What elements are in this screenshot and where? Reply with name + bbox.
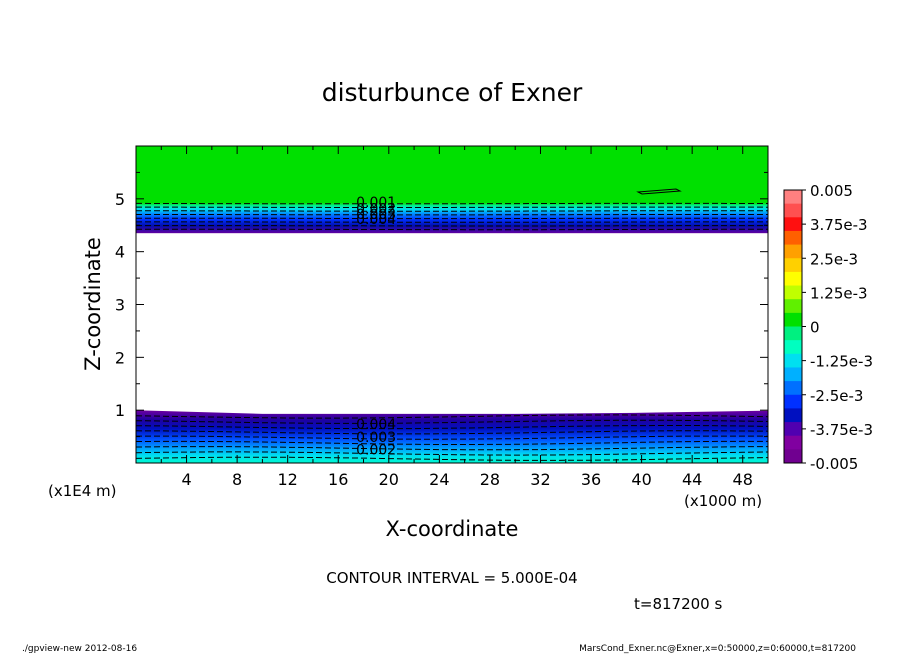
colorbar-swatch: [784, 299, 802, 314]
colorbar: [783, 189, 806, 464]
y-unit-note: (x1E4 m): [48, 482, 117, 500]
contour-line-lower: [136, 425, 768, 430]
x-tick-label: 12: [278, 470, 298, 489]
y-tick-label: 4: [115, 243, 125, 262]
colorbar-swatch: [784, 340, 802, 355]
contour-label: 0.004: [356, 212, 396, 228]
x-tick-label: 40: [631, 470, 651, 489]
plot-area: [136, 146, 768, 463]
colorbar-swatch: [784, 435, 802, 450]
small-closed-contour: [636, 188, 682, 195]
footer-right: MarsCond_Exner.nc@Exner,x=0:50000,z=0:60…: [579, 644, 856, 654]
contour-line-lower: [136, 414, 768, 419]
colorbar-swatch: [784, 367, 802, 382]
x-unit-note: (x1000 m): [684, 492, 762, 510]
colorbar-swatch: [784, 408, 802, 423]
contour-line-lower: [136, 456, 768, 461]
colorbar-swatch: [784, 449, 802, 464]
contour-line-lower: [136, 446, 768, 451]
colorbar-label: 0: [810, 319, 820, 337]
contour-label: 0.002: [356, 202, 396, 218]
colorbar-swatch: [784, 190, 802, 205]
contour-label: 0.003: [356, 430, 396, 446]
colorbar-swatch: [784, 353, 802, 368]
colorbar-label: -2.5e-3: [810, 387, 863, 405]
x-tick-label: 44: [682, 470, 702, 489]
contour-interval: CONTOUR INTERVAL = 5.000E-04: [326, 569, 577, 587]
colorbar-label: -0.005: [810, 455, 858, 473]
colorbar-label: -1.25e-3: [810, 353, 873, 371]
colorbar-swatch: [784, 285, 802, 300]
x-axis-label: X-coordinate: [386, 517, 519, 541]
colorbar-label: 2.5e-3: [810, 250, 858, 268]
colorbar-swatch: [784, 326, 802, 341]
contour-line-lower: [136, 430, 768, 435]
colorbar-swatch: [784, 271, 802, 287]
y-axis-label: Z-coordinate: [81, 237, 105, 371]
x-tick-label: 24: [429, 470, 449, 489]
colorbar-swatch: [784, 394, 802, 409]
contour-line-lower: [136, 451, 768, 456]
colorbar-label: 0.005: [810, 182, 853, 200]
colorbar-swatch: [784, 203, 802, 218]
colorbar-swatch: [784, 381, 802, 396]
colorbar-swatch: [784, 244, 802, 259]
colorbar-swatch: [784, 230, 802, 246]
contour-label: 0.004: [356, 417, 396, 433]
x-tick-label: 16: [328, 470, 348, 489]
colorbar-label: 1.25e-3: [810, 284, 868, 302]
colorbar-swatch: [784, 217, 802, 232]
colorbar-swatch: [784, 422, 802, 437]
x-tick-label: 48: [733, 470, 753, 489]
y-tick-labels: 1 2 3 4 5: [115, 190, 125, 420]
chart-title: disturbunce of Exner: [322, 78, 583, 107]
footer-left: ./gpview-new 2012-08-16: [22, 644, 137, 654]
y-tick-label: 3: [115, 296, 125, 315]
contour-label: 0.003: [356, 207, 396, 223]
contour-line-lower: [136, 435, 768, 440]
x-tick-label: 4: [181, 470, 191, 489]
x-tick-label: 32: [530, 470, 550, 489]
x-tick-label: 28: [480, 470, 500, 489]
y-tick-label: 2: [115, 348, 125, 367]
x-tick-label: 20: [379, 470, 399, 489]
colorbar-label: -3.75e-3: [810, 421, 873, 439]
colorbar-labels: 0.005 3.75e-3 2.5e-3 1.25e-3 0 -1.25e-3 -2.5e-…: [810, 182, 873, 473]
contour-lines: [136, 202, 768, 461]
x-tick-labels: 4 8 12 16 20 24 28 32 36 40 44 48: [181, 470, 752, 489]
upper-green-region: [136, 146, 768, 204]
contour-line-lower: [136, 419, 768, 424]
contour-line-lower: [136, 440, 768, 445]
y-tick-label: 1: [115, 401, 125, 420]
y-tick-label: 5: [115, 190, 125, 209]
time-label: t=817200 s: [634, 595, 722, 613]
colorbar-label: 3.75e-3: [810, 216, 868, 234]
axis-ticks: [136, 146, 768, 463]
contour-label: 0.002: [356, 442, 396, 458]
x-tick-label: 36: [581, 470, 601, 489]
colorbar-swatch: [784, 258, 802, 273]
colorbar-swatch: [784, 312, 802, 327]
contour-label: 0.001: [356, 195, 396, 211]
x-tick-label: 8: [232, 470, 242, 489]
